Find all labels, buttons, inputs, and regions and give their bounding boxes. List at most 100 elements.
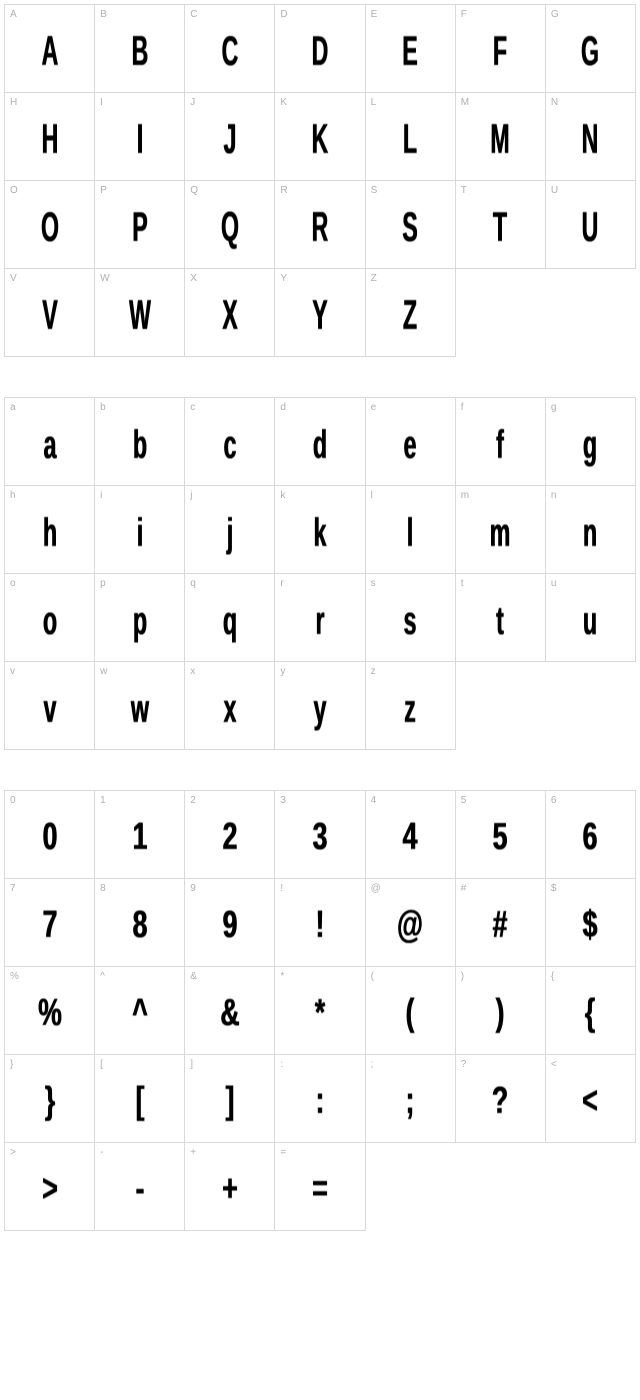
glyph-cell: JJ (185, 93, 275, 181)
glyph-char: P (132, 202, 147, 250)
glyph-char: l (407, 511, 413, 556)
glyph-label: * (280, 971, 284, 982)
glyph-cell: qq (185, 574, 275, 662)
glyph-label: > (10, 1147, 16, 1158)
glyph-label: [ (100, 1059, 103, 1070)
glyph-char: 4 (403, 816, 418, 859)
glyph-label: c (190, 402, 195, 413)
glyph-cell: 99 (185, 879, 275, 967)
section-uppercase: AABBCCDDEEFFGGHHIIJJKKLLMMNNOOPPQQRRSSTT… (4, 4, 636, 357)
glyph-char: v (43, 687, 56, 732)
glyph-char: 2 (222, 816, 237, 859)
glyph-char: ) (496, 992, 505, 1035)
glyph-label: ] (190, 1059, 193, 1070)
glyph-char: c (223, 423, 236, 468)
glyph-char: # (493, 904, 508, 947)
glyph-char: O (41, 202, 59, 250)
glyph-char: I (136, 114, 142, 162)
glyph-cell: EE (366, 5, 456, 93)
glyph-char: % (38, 992, 62, 1035)
glyph-char: g (583, 423, 597, 468)
glyph-label: 8 (100, 883, 106, 894)
glyph-cell: 66 (546, 791, 636, 879)
glyph-char: H (41, 114, 58, 162)
glyph-label: ! (280, 883, 283, 894)
glyph-cell: ii (95, 486, 185, 574)
glyph-cell: CC (185, 5, 275, 93)
glyph-cell: ss (366, 574, 456, 662)
glyph-cell: LL (366, 93, 456, 181)
glyph-grid: AABBCCDDEEFFGGHHIIJJKKLLMMNNOOPPQQRRSSTT… (4, 4, 636, 357)
glyph-char: < (583, 1080, 599, 1123)
glyph-label: q (190, 578, 196, 589)
glyph-char: [ (135, 1080, 144, 1123)
empty-cell (456, 662, 546, 750)
glyph-label: u (551, 578, 557, 589)
glyph-cell: ZZ (366, 269, 456, 357)
glyph-char: S (402, 202, 417, 250)
glyph-cell: @@ (366, 879, 456, 967)
glyph-cell: pp (95, 574, 185, 662)
glyph-label: 4 (371, 795, 377, 806)
glyph-char: s (404, 599, 417, 644)
section-lowercase: aabbccddeeffgghhiijjkkllmmnnooppqqrrsstt… (4, 397, 636, 750)
glyph-cell: gg (546, 398, 636, 486)
glyph-cell: ;; (366, 1055, 456, 1143)
glyph-cell: >> (5, 1143, 95, 1231)
glyph-label: N (551, 97, 558, 108)
glyph-char: } (44, 1080, 54, 1123)
glyph-cell: << (546, 1055, 636, 1143)
glyph-cell: VV (5, 269, 95, 357)
glyph-label: ) (461, 971, 464, 982)
glyph-char: f (496, 423, 504, 468)
glyph-cell: $$ (546, 879, 636, 967)
glyph-char: : (316, 1080, 325, 1123)
glyph-char: F (493, 26, 507, 74)
glyph-char: n (583, 511, 597, 556)
glyph-label: Q (190, 185, 198, 196)
glyph-label: t (461, 578, 464, 589)
glyph-label: V (10, 273, 17, 284)
glyph-cell: 33 (275, 791, 365, 879)
glyph-char: L (403, 114, 417, 162)
glyph-cell: )) (456, 967, 546, 1055)
glyph-label: T (461, 185, 467, 196)
glyph-label: i (100, 490, 102, 501)
glyph-label: 9 (190, 883, 196, 894)
glyph-cell: 22 (185, 791, 275, 879)
glyph-cell: QQ (185, 181, 275, 269)
glyph-char: q (223, 599, 237, 644)
glyph-label: k (280, 490, 285, 501)
glyph-label: - (100, 1147, 103, 1158)
glyph-char: - (135, 1168, 144, 1211)
glyph-label: M (461, 97, 469, 108)
glyph-char: ; (406, 1080, 415, 1123)
glyph-label: + (190, 1147, 196, 1158)
glyph-cell: (( (366, 967, 456, 1055)
glyph-cell: == (275, 1143, 365, 1231)
glyph-cell: 00 (5, 791, 95, 879)
glyph-char: M (491, 114, 510, 162)
glyph-label: O (10, 185, 18, 196)
glyph-cell: vv (5, 662, 95, 750)
glyph-cell: !! (275, 879, 365, 967)
glyph-char: X (222, 290, 237, 338)
glyph-label: 1 (100, 795, 106, 806)
glyph-label: K (280, 97, 287, 108)
glyph-label: G (551, 9, 559, 20)
glyph-label: U (551, 185, 558, 196)
glyph-cell: OO (5, 181, 95, 269)
glyph-char: ^ (132, 992, 148, 1035)
glyph-char: x (223, 687, 236, 732)
glyph-char: J (223, 114, 236, 162)
glyph-label: E (371, 9, 378, 20)
glyph-cell: tt (456, 574, 546, 662)
glyph-char: 7 (42, 904, 57, 947)
glyph-cell: UU (546, 181, 636, 269)
glyph-char: u (583, 599, 597, 644)
glyph-cell: ww (95, 662, 185, 750)
glyph-cell: AA (5, 5, 95, 93)
glyph-cell: jj (185, 486, 275, 574)
glyph-cell: NN (546, 93, 636, 181)
glyph-char: $ (583, 904, 598, 947)
